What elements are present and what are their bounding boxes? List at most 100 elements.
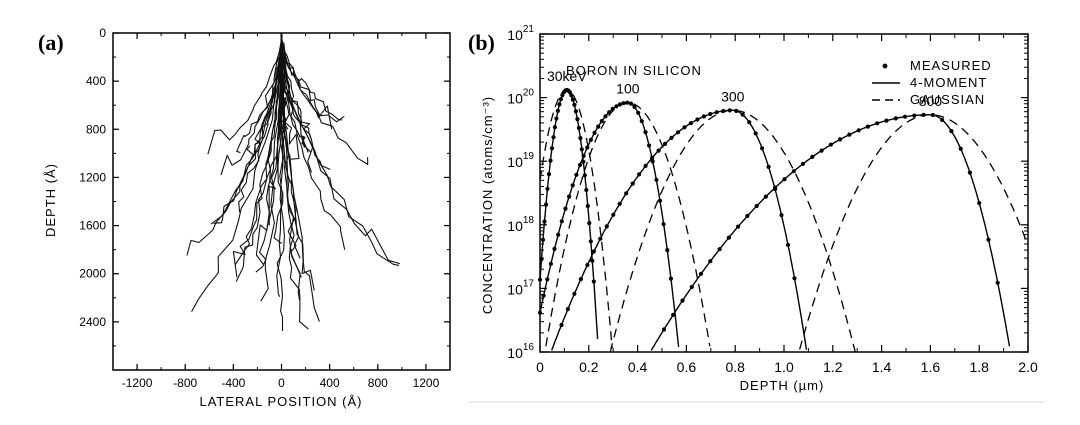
energy-label: 300: [721, 88, 745, 104]
measured-point: [565, 307, 571, 312]
measured-point: [590, 258, 595, 263]
measured-point: [546, 172, 552, 177]
measured-point: [637, 172, 642, 177]
ion-trajectory: [220, 32, 283, 176]
measured-point: [688, 121, 694, 126]
ion-trajectory: [280, 32, 400, 265]
b-xtick-label: 0.8: [725, 359, 745, 375]
energy-label: 800: [919, 93, 943, 109]
legend: MEASURED 4-MOMENT GAUSSIAN: [872, 58, 991, 107]
measured-point: [668, 276, 674, 281]
panel-b-xlabel: DEPTH (µm): [740, 378, 825, 393]
measured-point: [740, 112, 745, 117]
measured-point: [554, 116, 559, 121]
ion-trajectory: [232, 32, 283, 278]
measured-point: [754, 203, 759, 209]
b-xtick-label: 1.2: [823, 359, 843, 375]
measured-point: [548, 261, 554, 266]
a-xtick-label: 800: [368, 376, 388, 390]
b-ytick-base: 10: [507, 281, 523, 297]
a-ytick-label: 1200: [79, 170, 106, 184]
ion-trajectory: [280, 32, 343, 121]
measured-point: [747, 120, 752, 125]
measured-point: [603, 114, 608, 119]
measured-point: [675, 130, 681, 135]
measured-point: [567, 194, 572, 199]
gaussian-curve: [798, 114, 1028, 350]
measured-point: [680, 298, 685, 303]
measured-point: [628, 101, 634, 106]
measured-point: [552, 125, 558, 130]
a-ytick-label: 2400: [79, 315, 106, 329]
measured-point: [545, 277, 550, 282]
panel-a-ticks: -1200 -800 -400 0 400 800 1200 0 400 800 1200 1600 2…: [79, 26, 451, 390]
measured-point: [986, 237, 991, 242]
measured-point: [599, 119, 604, 124]
b-ytick-label: 1016: [507, 342, 534, 361]
implant-profiles: [537, 87, 1028, 353]
measured-point: [611, 212, 616, 217]
measured-point: [940, 117, 945, 122]
b-ytick-exp: 19: [523, 151, 535, 162]
measured-point: [856, 128, 861, 133]
measured-point: [785, 242, 791, 247]
measured-point: [650, 155, 655, 160]
a-xtick-label: 1200: [413, 376, 440, 390]
ion-trajectory: [280, 32, 346, 250]
measured-point: [551, 135, 556, 140]
measured-point: [578, 136, 583, 141]
measured-point: [643, 163, 648, 168]
measured-point: [557, 102, 562, 107]
b-ytick-label: 1019: [507, 151, 534, 170]
b-xtick-label: 1.4: [872, 359, 892, 375]
energy-label: 100: [616, 81, 640, 97]
measured-point: [792, 276, 797, 281]
measured-point: [591, 249, 596, 254]
panel-b-title: BORON IN SILICON: [566, 63, 702, 78]
panel-a: (a) -1200 -800 -400 0 400 800 1200 0 400 800 1200 1…: [38, 26, 451, 409]
ion-trajectory: [280, 32, 369, 165]
measured-point: [537, 277, 543, 282]
measured-point: [539, 257, 544, 262]
measured-point: [630, 181, 635, 186]
b-ytick-label: 1020: [507, 88, 534, 107]
measured-point: [662, 141, 668, 146]
gaussian-curve: [545, 102, 711, 347]
measured-point: [555, 108, 561, 113]
a-xtick-label: 400: [320, 376, 340, 390]
measured-point: [766, 164, 771, 169]
measured-point: [661, 327, 667, 332]
panel-b-label: (b): [468, 30, 495, 55]
b-ytick-exp: 17: [523, 278, 535, 289]
measured-point: [763, 194, 769, 199]
b-ytick-exp: 20: [523, 88, 535, 99]
measured-point: [643, 130, 648, 135]
measured-point: [714, 110, 719, 115]
measured-point: [721, 108, 726, 114]
b-ytick-label: 1021: [507, 24, 534, 43]
measured-point: [656, 148, 661, 153]
b-ytick-label: 1017: [507, 278, 534, 297]
ion-trajectory: [186, 32, 283, 256]
panel-b: (b) 0 0.2 0.4 0.6 0.8 1.0 1.2 1.4 1.6 1.8 2.010211…: [468, 24, 1038, 393]
measured-point: [779, 213, 784, 218]
measured-point: [800, 161, 806, 166]
legend-label: 4-MOMENT: [910, 75, 987, 90]
ion-trajectory: [191, 32, 283, 313]
a-ytick-label: 2000: [79, 267, 106, 281]
b-xtick-label: 1.6: [921, 359, 941, 375]
measured-point: [654, 177, 659, 182]
b-ytick-base: 10: [507, 218, 523, 234]
measured-point: [573, 109, 579, 114]
panel-b-ylabel: CONCENTRATION (atoms/cm⁻³): [480, 96, 495, 314]
measured-point: [838, 137, 843, 142]
panel-b-ticks: 0 0.2 0.4 0.6 0.8 1.0 1.2 1.4 1.6 1.8 2.0102110201…: [507, 24, 1038, 375]
measured-point: [912, 113, 917, 118]
measured-point: [921, 112, 926, 117]
measured-point: [689, 284, 694, 290]
measured-point: [572, 291, 577, 296]
a-xtick-label: -400: [221, 376, 245, 390]
ion-trajectory: [260, 32, 283, 302]
measured-point: [726, 235, 732, 240]
b-ytick-base: 10: [507, 154, 523, 170]
